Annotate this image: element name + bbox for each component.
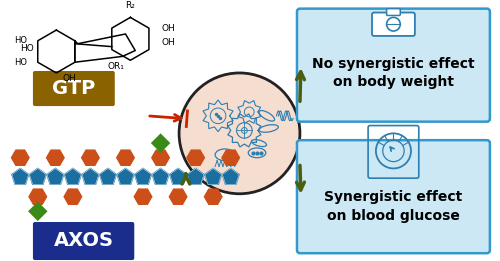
FancyBboxPatch shape	[297, 140, 490, 253]
Polygon shape	[187, 150, 204, 165]
Polygon shape	[100, 168, 116, 184]
Text: HO: HO	[14, 36, 27, 45]
FancyBboxPatch shape	[372, 13, 415, 36]
Polygon shape	[170, 189, 187, 204]
Polygon shape	[12, 150, 29, 165]
Polygon shape	[152, 168, 169, 184]
Polygon shape	[116, 150, 134, 165]
FancyBboxPatch shape	[386, 9, 400, 15]
Polygon shape	[64, 189, 82, 204]
Polygon shape	[28, 201, 48, 221]
Polygon shape	[12, 168, 28, 184]
Text: AXOS: AXOS	[54, 231, 114, 250]
Polygon shape	[29, 189, 46, 204]
Text: OH: OH	[162, 38, 175, 47]
Text: HO: HO	[14, 58, 27, 67]
Polygon shape	[30, 168, 46, 184]
Text: OH: OH	[62, 74, 76, 83]
Text: GTP: GTP	[52, 79, 96, 98]
Polygon shape	[64, 168, 81, 184]
Polygon shape	[222, 168, 239, 184]
Polygon shape	[47, 168, 64, 184]
Polygon shape	[46, 150, 64, 165]
Polygon shape	[152, 150, 170, 165]
Text: Synergistic effect
on blood glucose: Synergistic effect on blood glucose	[324, 190, 462, 223]
Polygon shape	[82, 150, 99, 165]
Text: OR₁: OR₁	[108, 62, 125, 71]
Text: OH: OH	[162, 24, 175, 33]
Polygon shape	[188, 168, 204, 184]
Polygon shape	[205, 168, 222, 184]
FancyBboxPatch shape	[33, 71, 115, 106]
Text: R₂: R₂	[126, 1, 136, 10]
Polygon shape	[170, 168, 186, 184]
Polygon shape	[204, 189, 222, 204]
Polygon shape	[82, 168, 99, 184]
Polygon shape	[134, 168, 152, 184]
Polygon shape	[151, 133, 171, 153]
FancyBboxPatch shape	[297, 9, 490, 122]
Circle shape	[179, 73, 300, 194]
Text: HO: HO	[20, 44, 34, 53]
Polygon shape	[117, 168, 134, 184]
Text: No synergistic effect
on body weight: No synergistic effect on body weight	[312, 57, 475, 89]
Polygon shape	[222, 150, 240, 165]
FancyBboxPatch shape	[33, 222, 134, 260]
Polygon shape	[134, 189, 152, 204]
